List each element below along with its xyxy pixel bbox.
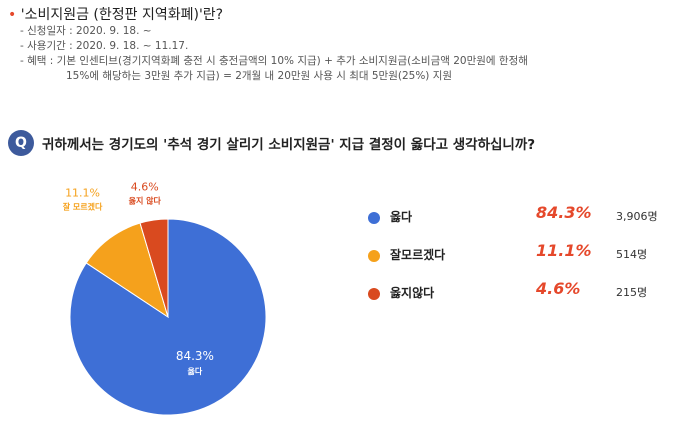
legend-row-yes: 옳다 84.3% 3,906명 [368, 203, 668, 244]
pie-slice-yes [69, 218, 267, 416]
info-title-text: '소비지원금 (한정판 지역화폐)'란? [20, 7, 224, 23]
pie-slice-no [139, 218, 169, 318]
info-title: • '소비지원금 (한정판 지역화폐)'란? [8, 6, 668, 24]
q-badge: Q [8, 130, 34, 156]
legend-count-no: 215명 [616, 286, 648, 299]
legend-row-no: 옳지않다 4.6% 215명 [368, 279, 668, 320]
legend-dot-unsure [368, 250, 380, 262]
info-benefit: - 혜택 : 기본 인센티브(경기지역화폐 충전 시 충전금액의 10% 지급)… [20, 55, 528, 67]
legend-pct-unsure: 11.1% [536, 241, 592, 260]
info-usage-period: - 사용기간 : 2020. 9. 18. ~ 11.17. [20, 40, 189, 52]
legend-count-yes: 3,906명 [616, 210, 658, 223]
legend-pct-no: 4.6% [536, 279, 581, 298]
pie-label-name-no: 옳지 않다 [129, 195, 162, 205]
pie-label-pct-unsure: 11.1% [65, 187, 100, 200]
legend-row-unsure: 잘모르겠다 11.1% 514명 [368, 241, 668, 282]
legend-label-no: 옳지않다 [390, 286, 435, 300]
question-text: 귀하께서는 경기도의 '추석 경기 살리기 소비지원금' 지급 결정이 옳다고 … [42, 137, 536, 153]
legend-dot-yes [368, 212, 380, 224]
legend-dot-no [368, 288, 380, 300]
pie-slice-unsure [85, 222, 169, 319]
info-benefit-cont: 15%에 해당하는 3만원 추가 지급) = 2개월 내 20만원 사용 시 최… [66, 70, 453, 82]
title-bullet: • [8, 7, 17, 23]
info-section: • '소비지원금 (한정판 지역화폐)'란? - 신청일자 : 2020. 9.… [8, 6, 668, 84]
pie-label-pct-no: 4.6% [131, 180, 159, 193]
survey-question: Q 귀하께서는 경기도의 '추석 경기 살리기 소비지원금' 지급 결정이 옳다… [8, 130, 668, 158]
legend-label-unsure: 잘모르겠다 [390, 248, 446, 262]
info-apply-date: - 신청일자 : 2020. 9. 18. ~ [20, 25, 152, 37]
pie-chart: 84.3% 옳다 11.1% 잘 모르겠다 4.6% 옳지 않다 [63, 180, 267, 416]
legend-label-yes: 옳다 [390, 210, 413, 224]
pie-label-name-unsure: 잘 모르겠다 [63, 202, 103, 212]
pie-label-name-yes: 옳다 [188, 366, 203, 376]
legend: 옳다 84.3% 3,906명 잘모르겠다 11.1% 514명 옳지않다 4.… [368, 203, 668, 320]
pie-label-pct-yes: 84.3% [176, 349, 214, 363]
legend-pct-yes: 84.3% [536, 203, 592, 222]
legend-count-unsure: 514명 [616, 248, 648, 261]
